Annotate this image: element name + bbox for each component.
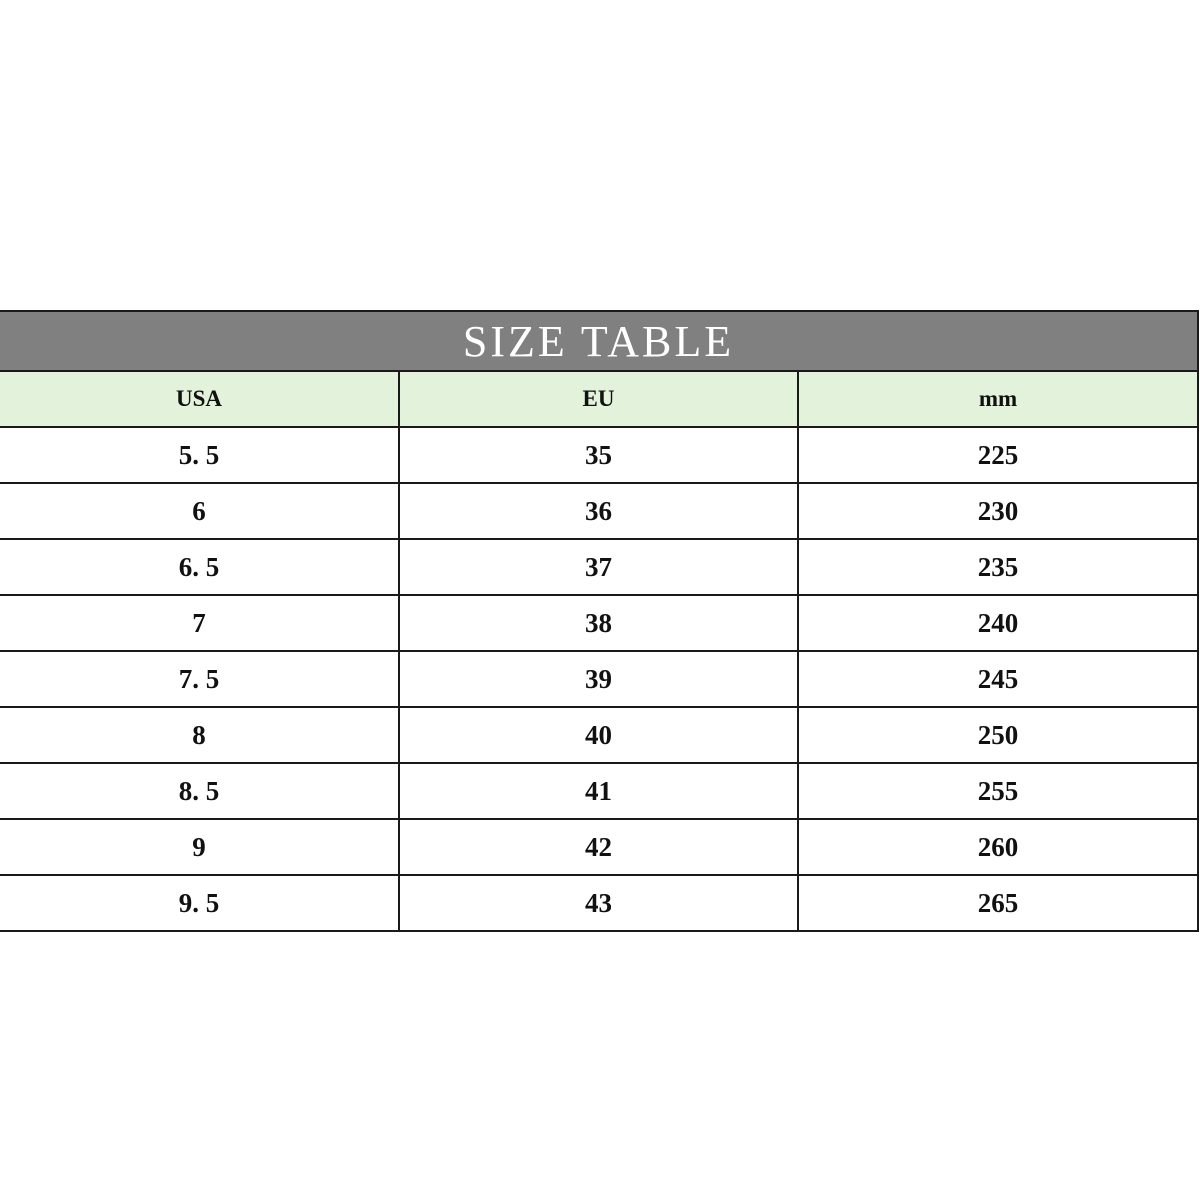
mm-cell: 235 [797,538,1199,596]
usa-cell: 8. 5 [0,762,400,820]
mm-cell: 225 [797,426,1199,484]
header-eu: EU [398,370,799,428]
eu-cell: 35 [398,426,799,484]
usa-cell: 9. 5 [0,874,400,932]
table-row: 8 40 250 [0,706,1199,764]
usa-cell: 5. 5 [0,426,400,484]
eu-cell: 36 [398,482,799,540]
eu-cell: 43 [398,874,799,932]
mm-cell: 255 [797,762,1199,820]
table-row: 5. 5 35 225 [0,426,1199,484]
table-row: 6 36 230 [0,482,1199,540]
size-table: SIZE TABLE USA EU mm 5. 5 35 225 6 36 230 6. 5… [0,310,1199,932]
mm-cell: 245 [797,650,1199,708]
header-row: USA EU mm [0,370,1199,428]
table-title: SIZE TABLE [0,310,1199,372]
eu-cell: 38 [398,594,799,652]
usa-cell: 6 [0,482,400,540]
usa-cell: 7 [0,594,400,652]
mm-cell: 260 [797,818,1199,876]
table-row: 7. 5 39 245 [0,650,1199,708]
title-row: SIZE TABLE [0,310,1199,372]
eu-cell: 41 [398,762,799,820]
usa-cell: 8 [0,706,400,764]
table-row: 6. 5 37 235 [0,538,1199,596]
eu-cell: 40 [398,706,799,764]
usa-cell: 6. 5 [0,538,400,596]
table-row: 9 42 260 [0,818,1199,876]
eu-cell: 39 [398,650,799,708]
usa-cell: 7. 5 [0,650,400,708]
mm-cell: 240 [797,594,1199,652]
mm-cell: 250 [797,706,1199,764]
eu-cell: 37 [398,538,799,596]
table-row: 8. 5 41 255 [0,762,1199,820]
header-mm: mm [797,370,1199,428]
mm-cell: 265 [797,874,1199,932]
header-usa: USA [0,370,400,428]
mm-cell: 230 [797,482,1199,540]
eu-cell: 42 [398,818,799,876]
usa-cell: 9 [0,818,400,876]
table-row: 7 38 240 [0,594,1199,652]
table-row: 9. 5 43 265 [0,874,1199,932]
